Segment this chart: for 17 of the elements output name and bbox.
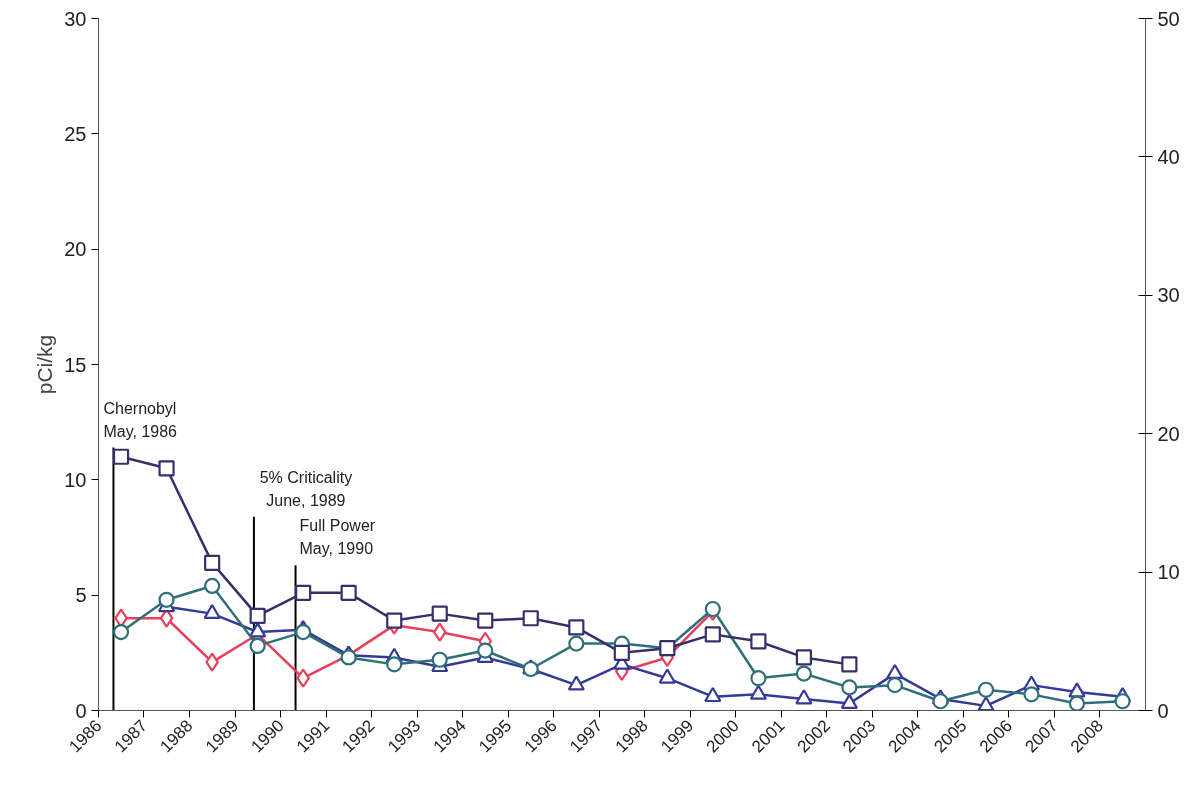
y2-tick-label: 10 [1157, 561, 1180, 584]
y-axis-title: pCi/kg [33, 334, 57, 395]
ref-line-label: 5% Criticality June, 1989 [259, 468, 353, 509]
y-tick-label: 5 [75, 584, 87, 607]
y-tick-label: 30 [64, 7, 87, 30]
y-tick-label: 25 [64, 122, 87, 145]
y-tick-label: 15 [64, 353, 87, 376]
y-tick-label: 20 [64, 238, 87, 261]
y2-tick-label: 40 [1157, 145, 1180, 168]
y2-tick-label: 30 [1157, 284, 1180, 307]
ref-line-label: Chernobyl May, 1986 [103, 399, 178, 440]
y2-tick-label: 50 [1157, 7, 1180, 30]
y2-tick-label: 20 [1157, 422, 1180, 445]
ref-line-label: Full Power May, 1990 [299, 517, 376, 558]
y-tick-label: 10 [64, 468, 87, 491]
y2-tick-label: 0 [1157, 699, 1169, 722]
y-tick-label: 0 [75, 699, 87, 722]
